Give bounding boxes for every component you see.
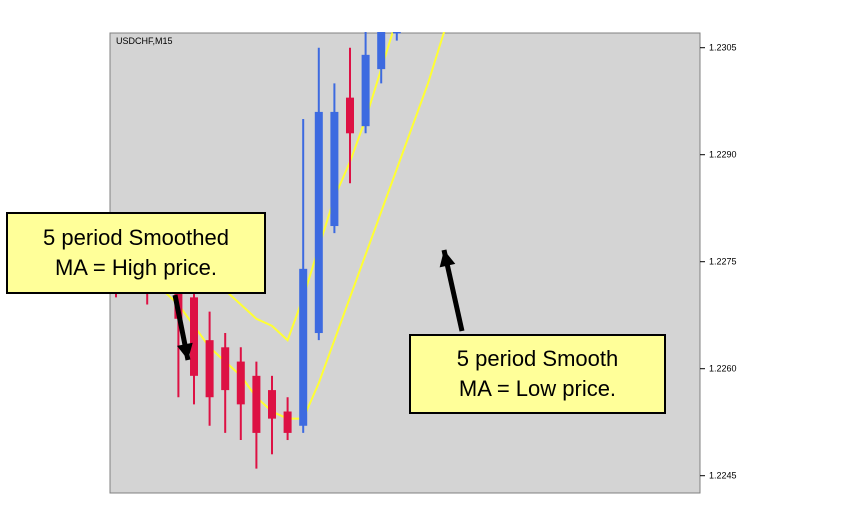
candle-body (330, 111, 339, 227)
candle (236, 347, 245, 441)
callout-high-line-1: 5 period Smoothed (43, 225, 229, 250)
callout-high-line-2: MA = High price. (54, 255, 217, 280)
y-axis: 1.23651.23501.23351.23201.23051.22901.22… (700, 43, 737, 481)
candle-body (299, 268, 308, 426)
candle-body (252, 375, 261, 433)
candle (330, 83, 339, 234)
candle-body (221, 347, 230, 391)
candle (299, 119, 308, 433)
candle (221, 333, 230, 433)
candle-body (190, 297, 198, 376)
candle-body (392, 32, 401, 34)
y-tick-label: 1.2290 (709, 150, 737, 160)
candle (283, 397, 292, 441)
y-tick-label: 1.2245 (709, 471, 737, 481)
candle (314, 47, 323, 341)
candle (268, 375, 276, 455)
candle (252, 361, 261, 469)
arrow-to-high-ma-head (177, 342, 193, 360)
callout-high-ma: 5 period Smoothed MA = High price. (6, 212, 266, 294)
candle (392, 32, 401, 41)
callout-arrows (172, 249, 465, 361)
y-tick-label: 1.2305 (709, 43, 737, 53)
candle-body (346, 97, 354, 134)
callout-low-line-1: 5 period Smooth (456, 346, 619, 371)
candle-body (205, 340, 214, 398)
candle (205, 311, 214, 426)
candle (377, 32, 386, 84)
candle-body (314, 111, 323, 334)
y-tick-label: 1.2260 (709, 364, 737, 374)
candle-body (361, 54, 370, 127)
candle (346, 47, 354, 184)
candle-body (236, 361, 245, 405)
candle (361, 32, 370, 134)
candle-body (268, 390, 276, 419)
ma-low-line (116, 32, 446, 420)
price-chart: 1.23651.23501.23351.23201.23051.22901.22… (109, 32, 750, 495)
y-tick-label: 1.2275 (709, 257, 737, 267)
candle-body (377, 32, 386, 70)
arrow-to-low-ma-head (439, 250, 456, 268)
callout-low-line-2: MA = Low price. (458, 376, 617, 401)
candle-body (283, 411, 292, 433)
chart-svg: 1.23651.23501.23351.23201.23051.22901.22… (109, 32, 750, 495)
callout-low-ma: 5 period Smooth MA = Low price. (409, 334, 666, 414)
chart-title: USDCHF,M15 (116, 36, 173, 46)
candle (190, 283, 198, 405)
